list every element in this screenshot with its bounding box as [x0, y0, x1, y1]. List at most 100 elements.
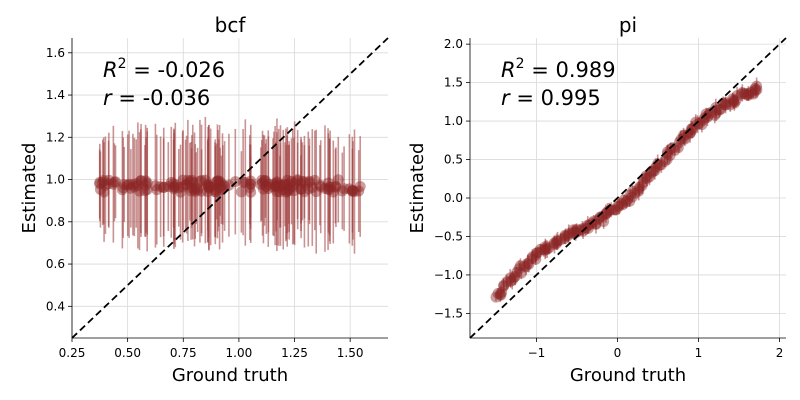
pi-point [696, 119, 708, 131]
bcf-point [187, 176, 199, 188]
pi-point [633, 183, 645, 195]
pi-point [490, 291, 502, 303]
bcf-point [175, 186, 187, 198]
pi-point [540, 243, 552, 255]
bcf-point [99, 179, 111, 191]
pi-point [621, 194, 633, 206]
pi-point [750, 85, 762, 97]
bcf-y-tick-label: 0.8 [46, 215, 65, 229]
bcf-point [186, 182, 198, 194]
bcf-point [168, 178, 180, 190]
bcf-point [209, 184, 221, 196]
bcf-point [135, 175, 147, 187]
pi-point [742, 88, 754, 100]
bcf-point [202, 179, 214, 191]
bcf-y-tick-label: 1.6 [46, 46, 65, 60]
pi-point [608, 204, 620, 216]
pi-point [665, 143, 677, 155]
bcf-point [213, 177, 225, 189]
bcf-point [199, 174, 211, 186]
bcf-point [202, 179, 214, 191]
bcf-x-tick-label: 0.75 [170, 346, 197, 360]
pi-r2-value: = 0.989 [525, 58, 616, 82]
bcf-point [275, 179, 287, 191]
bcf-point [303, 177, 315, 189]
pi-x-tick-label: 1 [695, 346, 703, 360]
bcf-point [185, 185, 197, 197]
pi-point [678, 132, 690, 144]
pi-x-tick-label: 2 [776, 346, 784, 360]
bcf-point [244, 178, 256, 190]
bcf-point [343, 183, 355, 195]
bcf-point [125, 182, 137, 194]
bcf-point [141, 184, 153, 196]
bcf-point [322, 183, 334, 195]
pi-point [593, 213, 605, 225]
pi-point [661, 154, 673, 166]
bcf-point [94, 178, 106, 190]
pi-point [652, 158, 664, 170]
bcf-point [214, 181, 226, 193]
bcf-point [245, 175, 257, 187]
bcf-point [177, 174, 189, 186]
bcf-point [283, 178, 295, 190]
bcf-point [239, 177, 251, 189]
pi-point [596, 210, 608, 222]
bcf-point [158, 181, 170, 193]
pi-point [738, 88, 750, 100]
pi-y-tick-label: 0.0 [444, 191, 463, 205]
bcf-point [155, 181, 167, 193]
pi-point [736, 88, 748, 100]
pi-ylabel: Estimated [407, 143, 428, 234]
pi-point [492, 287, 504, 299]
bcf-title: bcf [215, 13, 247, 37]
bcf-point [327, 186, 339, 198]
bcf-point [214, 176, 226, 188]
bcf-point [103, 174, 115, 186]
pi-point [672, 142, 684, 154]
pi-point [610, 204, 622, 216]
bcf-point [268, 178, 280, 190]
pi-r2-superscript: 2 [516, 56, 525, 72]
pi-point [496, 286, 508, 298]
pi-point [551, 235, 563, 247]
pi-y-tick-label: 1.5 [444, 76, 463, 90]
bcf-point [203, 182, 215, 194]
bcf-point [181, 179, 193, 191]
bcf-point [235, 186, 247, 198]
pi-point [710, 101, 722, 113]
pi-point [498, 280, 510, 292]
bcf-point [128, 181, 140, 193]
pi-point [693, 117, 705, 129]
bcf-point [158, 181, 170, 193]
bcf-point [280, 179, 292, 191]
pi-point [664, 149, 676, 161]
pi-point [730, 95, 742, 107]
bcf-point [324, 181, 336, 193]
pi-r-value: = 0.995 [510, 86, 601, 110]
pi-point [505, 275, 517, 287]
pi-point [518, 260, 530, 272]
bcf-point [354, 181, 366, 193]
bcf-point [324, 181, 336, 193]
bcf-point [260, 180, 272, 192]
bcf-point [168, 183, 180, 195]
pi-point [743, 89, 755, 101]
pi-point [654, 159, 666, 171]
bcf-y-tick-label: 0.6 [46, 257, 65, 271]
bcf-point [94, 176, 106, 188]
pi-points [490, 80, 763, 303]
bcf-point [209, 186, 221, 198]
pi-point [530, 253, 542, 265]
pi-point [686, 124, 698, 136]
pi-point [650, 161, 662, 173]
pi-point [751, 80, 763, 92]
bcf-point [149, 180, 161, 192]
bcf-point [346, 185, 358, 197]
bcf-point [353, 185, 365, 197]
bcf-r2-value: = -0.026 [127, 58, 226, 82]
pi-axes: −1 0 1 2 −1.5 −1.0 −0.5 0.0 0.5 1.0 1.5 2.0 [434, 37, 786, 360]
pi-point [494, 288, 506, 300]
pi-point [662, 148, 674, 160]
